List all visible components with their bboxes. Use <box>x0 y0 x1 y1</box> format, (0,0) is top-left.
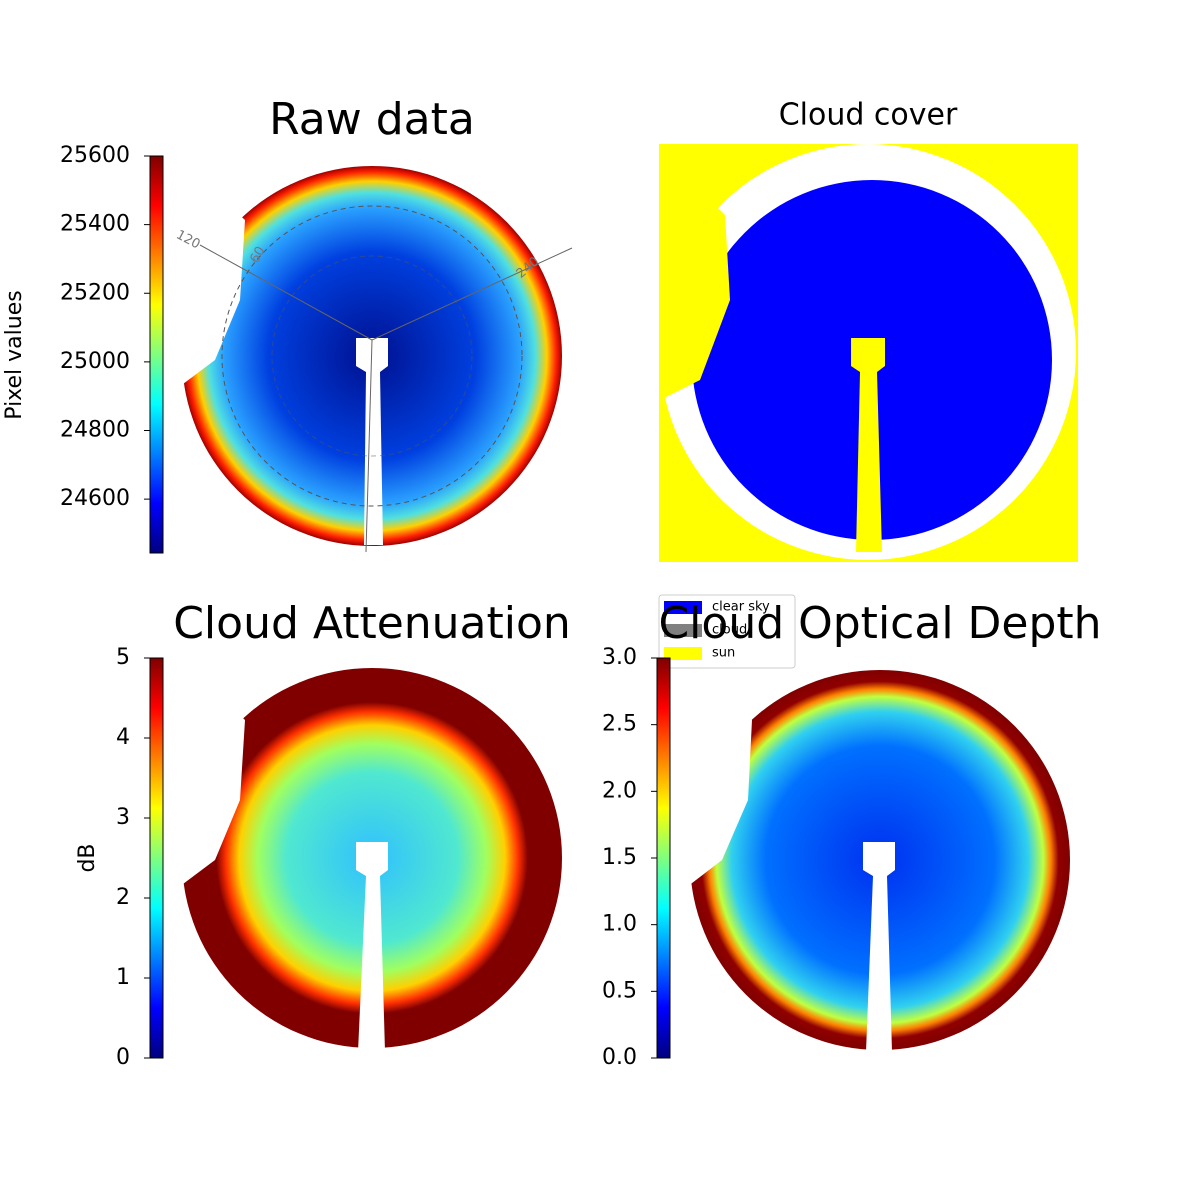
legend-label: cloud <box>712 623 747 638</box>
panel-title: Cloud Optical Depth <box>658 598 1101 649</box>
colorbar-tick-label: 0.0 <box>602 1045 637 1070</box>
colorbar-tick-label: 1.0 <box>602 912 637 937</box>
colorbar-tick-label: 24800 <box>60 418 130 443</box>
polar-label: 60 <box>247 244 268 266</box>
colorbar-tick-label: 4 <box>116 725 130 750</box>
colorbar <box>149 657 164 1059</box>
panel-title: Cloud cover <box>779 98 958 133</box>
cod-image <box>668 660 1070 1052</box>
colorbar-label: dB <box>75 843 100 872</box>
colorbar-tick-label: 5 <box>116 645 130 670</box>
legend-swatch <box>664 624 702 637</box>
legend-label: clear sky <box>712 600 770 615</box>
colorbar-label: Pixel values <box>2 290 27 419</box>
raw-image <box>160 160 573 553</box>
colorbar-tick-label: 2.5 <box>602 712 637 737</box>
colorbar-tick-label: 25000 <box>60 349 130 374</box>
panel-title: Raw data <box>269 94 475 145</box>
attenuation-image <box>160 660 562 1052</box>
colorbar-tick-label: 3.0 <box>602 645 637 670</box>
colorbar-tick-label: 2.0 <box>602 778 637 803</box>
colorbar-tick-label: 25400 <box>60 212 130 237</box>
colorbar-tick-label: 25600 <box>60 143 130 168</box>
colorbar-tick-label: 2 <box>116 885 130 910</box>
colorbar-tick-label: 3 <box>116 805 130 830</box>
colorbar-tick-label: 24600 <box>60 486 130 511</box>
panel-title: Cloud Attenuation <box>173 598 571 649</box>
colorbar-tick-label: 25200 <box>60 280 130 305</box>
colorbar <box>656 657 671 1059</box>
colorbar-tick-label: 0 <box>116 1045 130 1070</box>
colorbar <box>149 155 164 554</box>
colorbar-tick-label: 0.5 <box>602 978 637 1003</box>
cloud-cover-image <box>659 144 1078 562</box>
legend-swatch <box>664 601 702 614</box>
colorbar-tick-label: 1.5 <box>602 845 637 870</box>
legend-label: sun <box>712 646 735 661</box>
legend-swatch <box>664 647 702 660</box>
colorbar-tick-label: 1 <box>116 965 130 990</box>
